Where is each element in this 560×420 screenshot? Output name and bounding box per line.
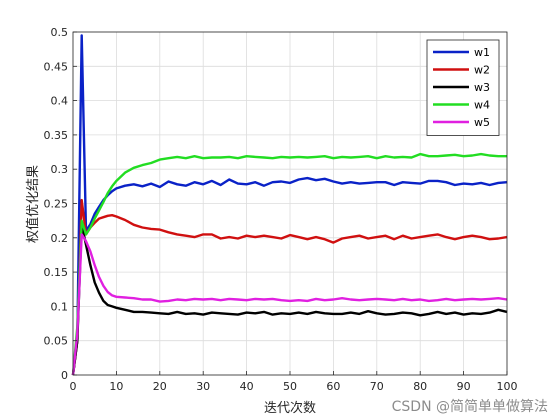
- y-tick-label: 0: [61, 369, 68, 382]
- axis-ticks: 0 10 20 30 40 50 60 70 80 90 100 0 0.05 0.1 0.15 0.2 0.2…: [44, 26, 518, 393]
- y-tick-label: 0.3: [51, 163, 69, 176]
- x-tick-label: 10: [109, 380, 123, 393]
- legend-label-w2: w2: [474, 64, 490, 77]
- y-tick-label: 0.35: [44, 129, 69, 142]
- series-line-w1: [71, 34, 508, 376]
- x-tick-label: 0: [70, 380, 77, 393]
- legend-label-w4: w4: [474, 99, 490, 112]
- x-axis-label: 迭代次数: [264, 400, 316, 416]
- series-layer: [71, 34, 508, 376]
- x-tick-label: 80: [413, 380, 427, 393]
- y-tick-label: 0.5: [51, 26, 69, 39]
- y-tick-label: 0.15: [44, 266, 69, 279]
- y-tick-label: 0.25: [44, 198, 69, 211]
- legend-label-w5: w5: [474, 116, 490, 129]
- series-line-w3: [71, 222, 508, 376]
- x-tick-label: 20: [153, 380, 167, 393]
- y-tick-label: 0.05: [44, 335, 69, 348]
- y-tick-label: 0.2: [51, 232, 69, 245]
- series-line-w5: [71, 233, 508, 376]
- series-line-w2: [71, 198, 508, 376]
- y-axis-label: 权值优化结果: [25, 165, 41, 243]
- x-tick-label: 100: [497, 380, 518, 393]
- y-tick-label: 0.45: [44, 60, 69, 73]
- x-tick-label: 30: [196, 380, 210, 393]
- x-tick-label: 60: [326, 380, 340, 393]
- y-tick-label: 0.1: [51, 300, 69, 313]
- y-tick-label: 0.4: [51, 95, 69, 108]
- x-tick-label: 90: [457, 380, 471, 393]
- series-line-w4: [71, 152, 507, 376]
- legend-label-w3: w3: [474, 81, 490, 94]
- x-tick-label: 40: [240, 380, 254, 393]
- x-tick-label: 70: [370, 380, 384, 393]
- x-tick-label: 50: [283, 380, 297, 393]
- watermark: CSDN @简简单单做算法: [391, 399, 548, 415]
- legend: w1 w2 w3 w4 w5: [426, 39, 500, 136]
- legend-label-w1: w1: [474, 46, 490, 59]
